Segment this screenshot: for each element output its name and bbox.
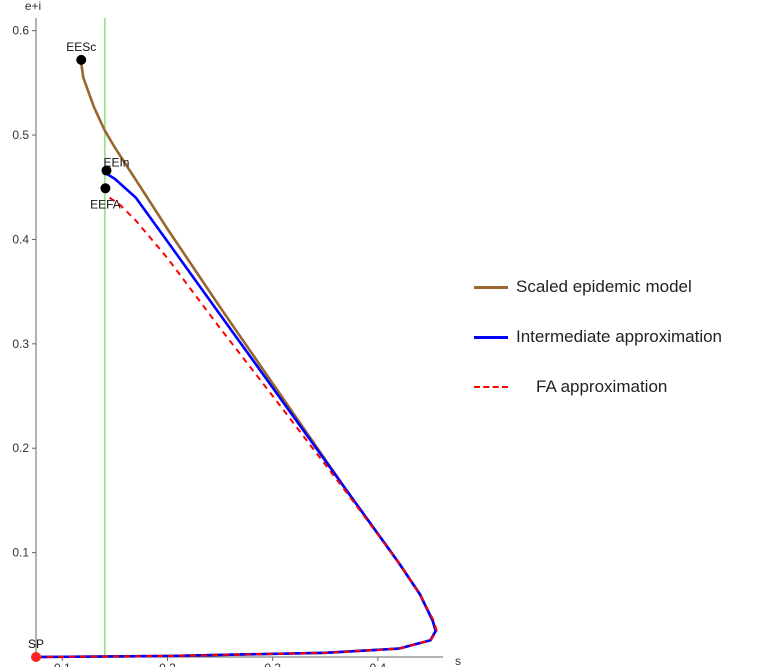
point-label-eesc: EESc [66,40,96,54]
legend-label-intermediate: Intermediate approximation [516,327,723,346]
legend: Scaled epidemic model Intermediate appro… [474,262,756,412]
x-axis-label: s [455,654,461,667]
y-ticks: 0.1 0.2 0.3 0.4 0.5 0.6 [12,24,36,560]
y-tick-label: 0.3 [12,337,29,351]
x-tick-label: 0.3 [264,661,281,667]
point-marker-eefa [100,183,111,194]
point-label-sp: SP [28,637,44,651]
legend-swatch-scaled [474,285,508,289]
legend-swatch-fa [474,386,508,388]
legend-item-fa: FA approximation [474,362,756,412]
y-axis-label: e+i [25,0,41,13]
series-group [34,61,438,659]
x-tick-label: 0.1 [54,661,71,667]
point-label-eein: EEIn [103,156,129,170]
legend-item-intermediate: Intermediate approximation [474,312,756,362]
y-tick-label: 0.2 [12,441,29,455]
x-ticks: 0.1 0.2 0.3 0.4 [54,657,387,667]
x-tick-label: 0.2 [159,661,176,667]
legend-label-fa: FA approximation [536,377,668,396]
point-marker-sp [31,652,41,662]
series-line-intermediate [34,172,438,659]
series-line-fa [35,196,438,658]
point-marker-eesc [76,54,87,65]
x-tick-label: 0.4 [370,661,387,667]
legend-label-scaled: Scaled epidemic model [516,277,692,296]
point-marker-eein [101,165,112,176]
y-tick-label: 0.6 [12,24,29,38]
legend-item-scaled: Scaled epidemic model [474,262,756,312]
y-tick-label: 0.4 [12,232,29,246]
points-group: EESc EEIn EEFA SP [28,40,129,662]
point-label-eefa: EEFA [90,197,121,211]
legend-swatch-intermediate [474,335,508,339]
y-tick-label: 0.1 [12,546,29,560]
series-line-scaled [34,61,438,659]
y-tick-label: 0.5 [12,128,29,142]
